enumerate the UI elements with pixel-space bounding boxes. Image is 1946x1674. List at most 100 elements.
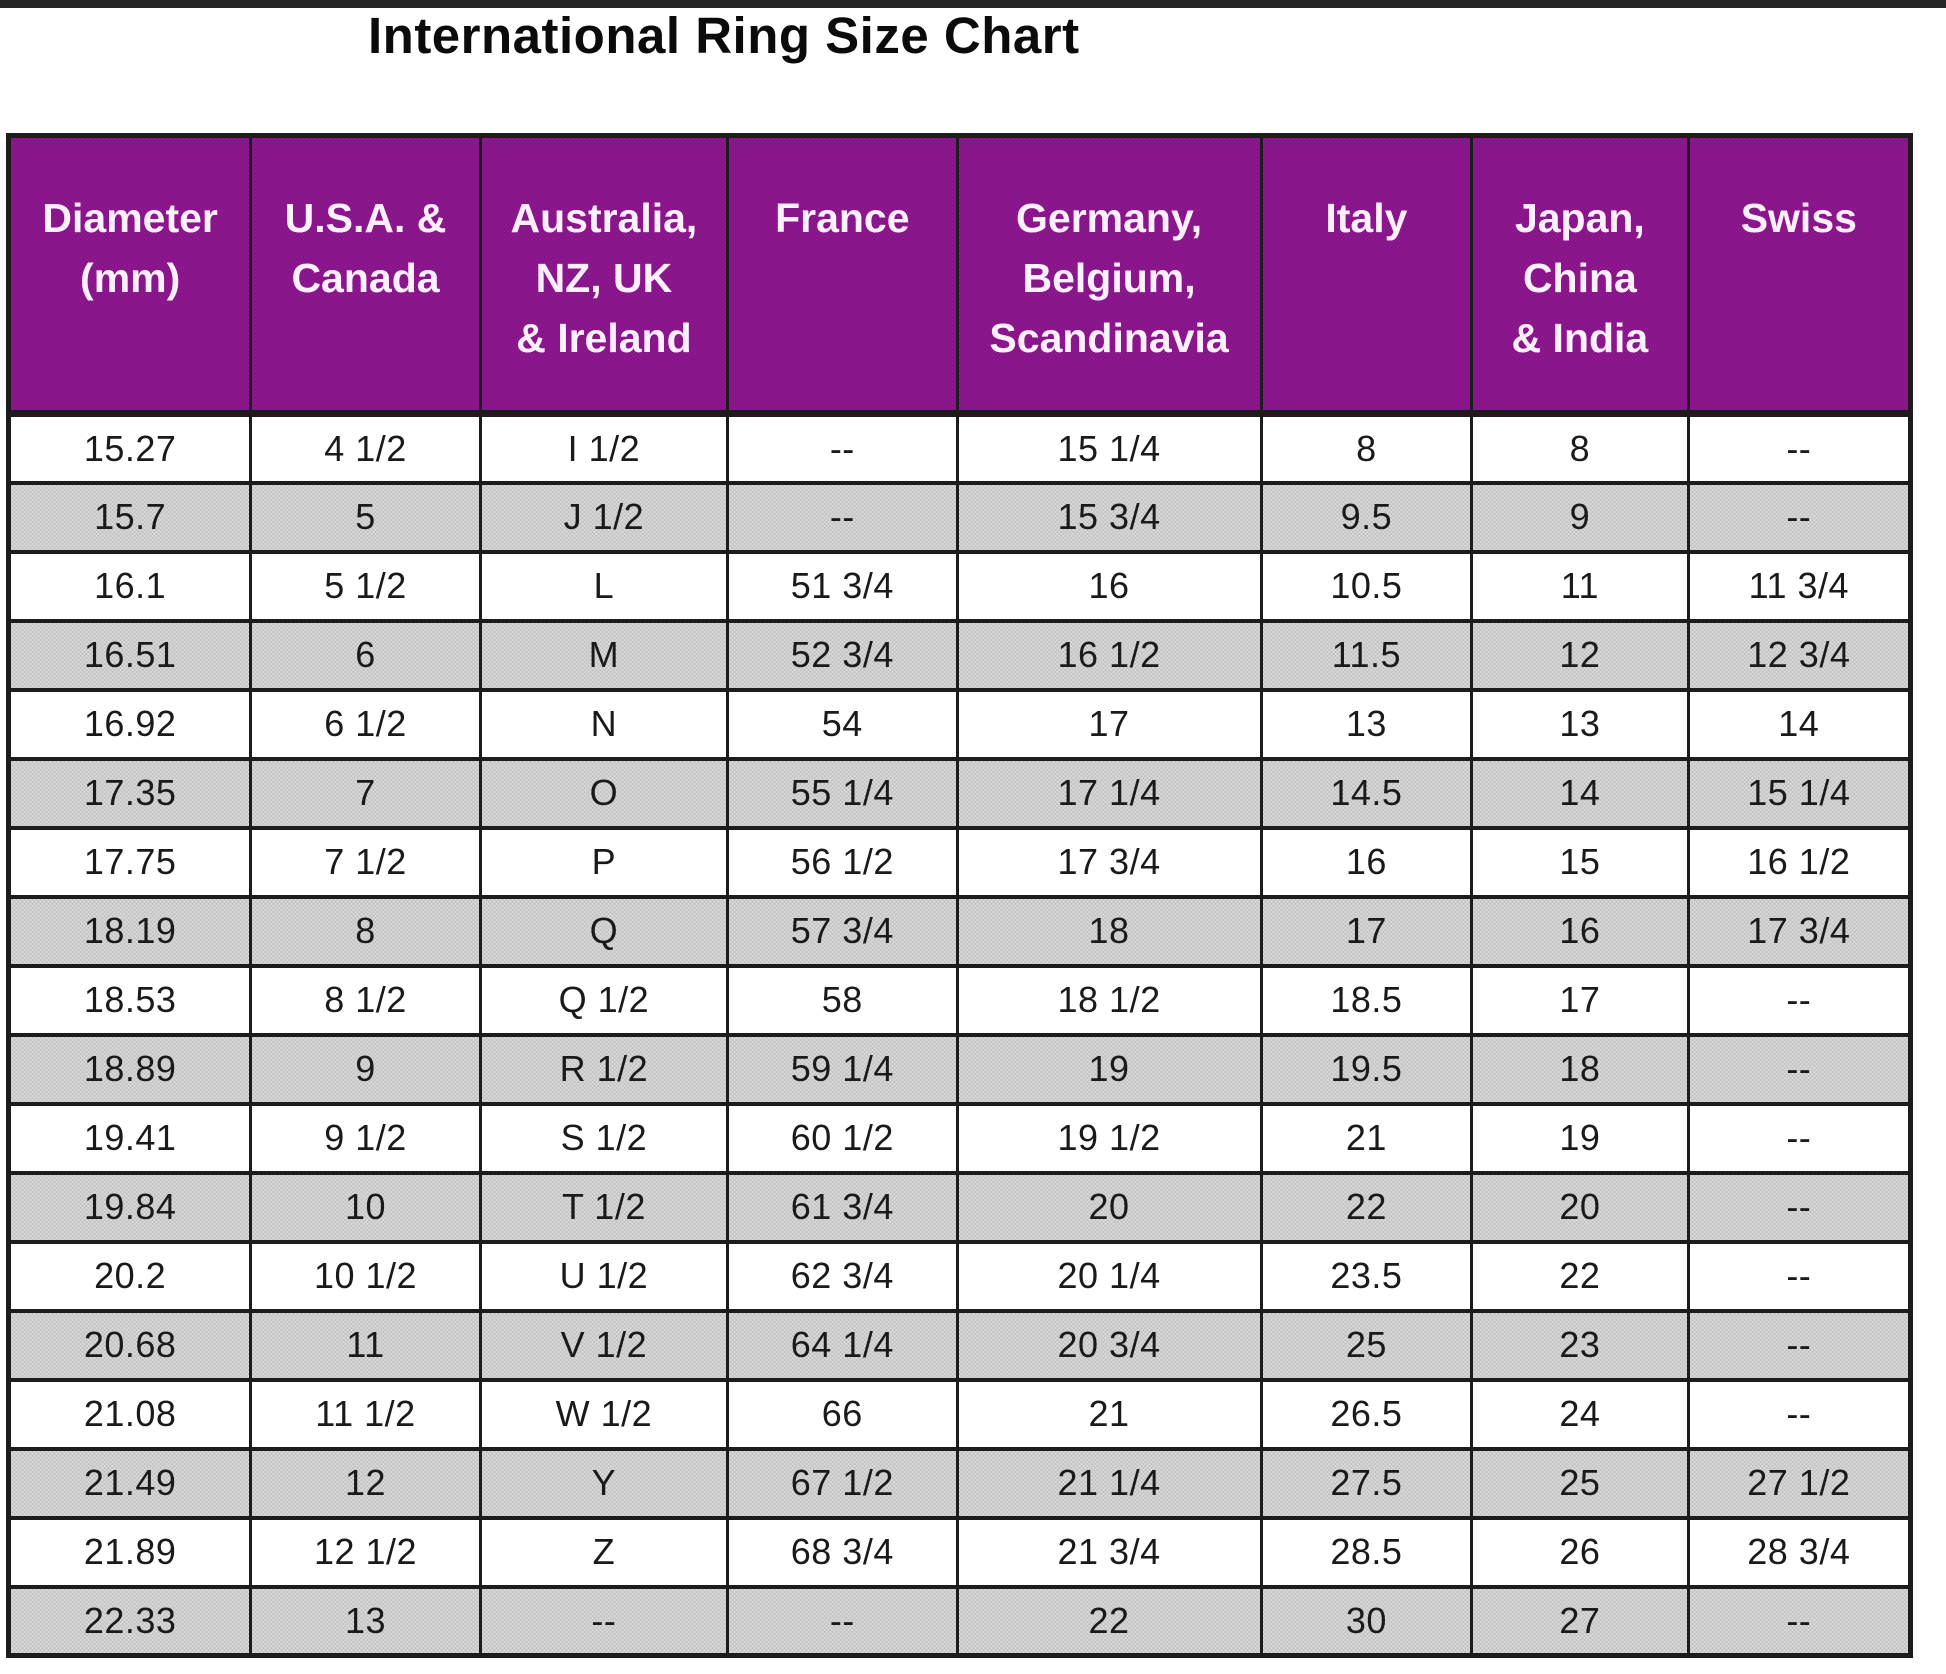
header-cell: Germany, Belgium, Scandinavia [955,133,1263,417]
cell: 11 [1470,549,1690,623]
header-row: Diameter (mm) U.S.A. & Canada Australia, N… [6,133,1913,417]
cell: 6 1/2 [249,687,482,761]
cell: 25 [1259,1308,1474,1382]
cell: 4 1/2 [249,411,482,485]
cell: 57 3/4 [726,894,959,968]
table-row: 21.89 12 1/2 Z 68 3/4 21 3/4 28.5 26 28 3/4 [6,1515,1913,1589]
cell: 16 1/2 [1686,825,1913,899]
cell: 26.5 [1259,1377,1474,1451]
cell: 15 1/4 [955,411,1263,485]
cell: 21 1/4 [955,1446,1263,1520]
cell: -- [1686,963,1913,1037]
cell: 20.68 [6,1308,253,1382]
cell: -- [726,1584,959,1658]
cell: -- [726,480,959,554]
cell: 28.5 [1259,1515,1474,1589]
cell: 16 [955,549,1263,623]
cell: 16.1 [6,549,253,623]
cell: 17 1/4 [955,756,1263,830]
cell: L [478,549,730,623]
cell: 22 [955,1584,1263,1658]
cell: 16.51 [6,618,253,692]
cell: 19 1/2 [955,1101,1263,1175]
cell: 17.75 [6,825,253,899]
cell: -- [1686,1377,1913,1451]
cell: 8 [1470,411,1690,485]
cell: 18.19 [6,894,253,968]
cell: 12 [1470,618,1690,692]
cell: 18.53 [6,963,253,1037]
cell: 9 1/2 [249,1101,482,1175]
header-cell: Swiss [1686,133,1913,417]
cell: -- [1686,411,1913,485]
cell: S 1/2 [478,1101,730,1175]
cell: Q [478,894,730,968]
cell: 19.84 [6,1170,253,1244]
cell: 21.89 [6,1515,253,1589]
cell: 9.5 [1259,480,1474,554]
cell: -- [478,1584,730,1658]
cell: 60 1/2 [726,1101,959,1175]
cell: 18.5 [1259,963,1474,1037]
cell: 27.5 [1259,1446,1474,1520]
cell: 21 3/4 [955,1515,1263,1589]
cell: 20 3/4 [955,1308,1263,1382]
cell: W 1/2 [478,1377,730,1451]
table-row: 19.41 9 1/2 S 1/2 60 1/2 19 1/2 21 19 -- [6,1101,1913,1175]
cell: 9 [1470,480,1690,554]
cell: 5 [249,480,482,554]
cell: 7 [249,756,482,830]
cell: 16 [1470,894,1690,968]
cell: 11 1/2 [249,1377,482,1451]
cell: 20 1/4 [955,1239,1263,1313]
cell: 16.92 [6,687,253,761]
cell: 21.49 [6,1446,253,1520]
ring-size-table: Diameter (mm) U.S.A. & Canada Australia, N… [6,133,1913,1658]
cell: 15 1/4 [1686,756,1913,830]
cell: 22 [1259,1170,1474,1244]
cell: V 1/2 [478,1308,730,1382]
cell: 13 [1470,687,1690,761]
table-row: 21.49 12 Y 67 1/2 21 1/4 27.5 25 27 1/2 [6,1446,1913,1520]
table-row: 19.84 10 T 1/2 61 3/4 20 22 20 -- [6,1170,1913,1244]
cell: 27 1/2 [1686,1446,1913,1520]
cell: 68 3/4 [726,1515,959,1589]
cell: 12 1/2 [249,1515,482,1589]
cell: 8 [1259,411,1474,485]
cell: 18 [955,894,1263,968]
cell: -- [1686,480,1913,554]
header-cell: Australia, NZ, UK & Ireland [478,133,730,417]
cell: 14.5 [1259,756,1474,830]
cell: 19 [955,1032,1263,1106]
cell: 15 [1470,825,1690,899]
table-row: 22.33 13 -- -- 22 30 27 -- [6,1584,1913,1658]
table-row: 18.53 8 1/2 Q 1/2 58 18 1/2 18.5 17 -- [6,963,1913,1037]
cell: 56 1/2 [726,825,959,899]
cell: 20 [955,1170,1263,1244]
cell: 52 3/4 [726,618,959,692]
table-row: 17.75 7 1/2 P 56 1/2 17 3/4 16 15 16 1/2 [6,825,1913,899]
table-row: 18.19 8 Q 57 3/4 18 17 16 17 3/4 [6,894,1913,968]
cell: 67 1/2 [726,1446,959,1520]
cell: I 1/2 [478,411,730,485]
header-cell: U.S.A. & Canada [249,133,482,417]
cell: 19.41 [6,1101,253,1175]
cell: 21.08 [6,1377,253,1451]
cell: P [478,825,730,899]
cell: 15.7 [6,480,253,554]
table-header: Diameter (mm) U.S.A. & Canada Australia, N… [6,133,1913,417]
cell: 66 [726,1377,959,1451]
cell: 9 [249,1032,482,1106]
cell: 11 [249,1308,482,1382]
cell: 15.27 [6,411,253,485]
cell: U 1/2 [478,1239,730,1313]
cell: 12 [249,1446,482,1520]
cell: M [478,618,730,692]
cell: 17 [955,687,1263,761]
table-row: 18.89 9 R 1/2 59 1/4 19 19.5 18 -- [6,1032,1913,1106]
cell: 14 [1686,687,1913,761]
cell: 28 3/4 [1686,1515,1913,1589]
cell: 14 [1470,756,1690,830]
header-cell: Diameter (mm) [6,133,253,417]
